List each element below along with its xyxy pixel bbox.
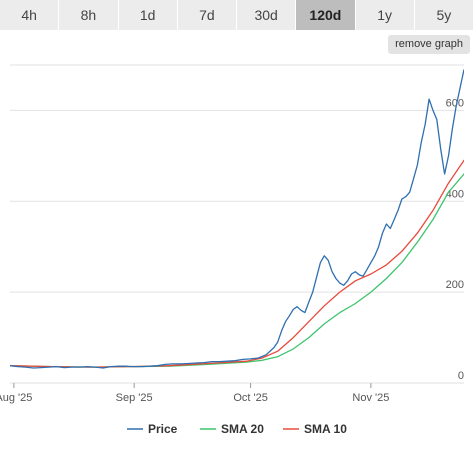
tab-7d[interactable]: 7d (177, 0, 237, 30)
y-tick-label: 200 (446, 279, 464, 291)
grid-lines (10, 64, 464, 384)
x-tick-label: Sep '25 (116, 392, 153, 404)
tab-5y[interactable]: 5y (414, 0, 474, 30)
legend-label[interactable]: Price (148, 422, 178, 436)
x-tick-label: Aug '25 (0, 392, 32, 404)
tab-30d[interactable]: 30d (237, 0, 297, 30)
x-tick-label: Oct '25 (233, 392, 268, 404)
y-tick-label: 400 (446, 188, 464, 200)
legend-label[interactable]: SMA 20 (221, 422, 264, 436)
y-tick-label: 0 (458, 370, 464, 382)
legend: Price SMA 20 SMA 10 (127, 422, 347, 436)
series-lines (10, 69, 464, 369)
series-line-sma-10 (10, 159, 464, 368)
legend-label[interactable]: SMA 10 (304, 422, 347, 436)
remove-graph-button[interactable]: remove graph (388, 35, 470, 54)
time-range-tabs: 4h 8h 1d 7d 30d 120d 1y 5y (0, 0, 474, 30)
tab-1d[interactable]: 1d (118, 0, 178, 30)
series-line-sma-20 (10, 173, 464, 368)
y-tick-label: 600 (446, 97, 464, 109)
x-axis-ticks: Aug '25 Sep '25 Oct '25 Nov '25 (0, 383, 389, 404)
tab-1y[interactable]: 1y (355, 0, 415, 30)
tab-8h[interactable]: 8h (59, 0, 119, 30)
tab-4h[interactable]: 4h (0, 0, 60, 30)
x-tick-label: Nov '25 (352, 392, 389, 404)
tab-120d[interactable]: 120d (296, 0, 356, 30)
series-line-price (10, 69, 464, 369)
y-axis-ticks: 0 200 400 600 (446, 97, 464, 382)
